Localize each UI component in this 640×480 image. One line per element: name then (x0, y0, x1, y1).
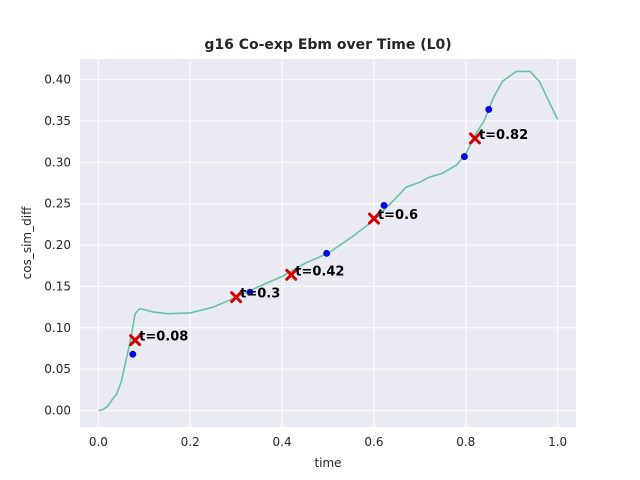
y-tick-label: 0.15 (44, 279, 71, 293)
grid (80, 59, 576, 427)
plot-area (80, 59, 576, 427)
y-tick-label: 0.05 (44, 362, 71, 376)
sample-point (129, 350, 137, 358)
annotation-label: t=0.82 (479, 128, 528, 143)
annotation-label: t=0.6 (378, 208, 418, 223)
y-tick-label: 0.40 (44, 73, 71, 87)
sample-point (460, 153, 468, 161)
annotation-label: t=0.42 (295, 264, 344, 279)
annotation-markers (129, 132, 481, 347)
sample-point (246, 288, 254, 296)
y-axis-label: cos_sim_diff (20, 206, 34, 279)
x-marker-stroke (285, 268, 298, 281)
x-marker (230, 291, 243, 304)
x-tick-label: 0.6 (364, 435, 383, 449)
x-tick-label: 1.0 (548, 435, 567, 449)
series-line (98, 70, 559, 412)
sample-point (485, 105, 493, 113)
sample-point (380, 201, 388, 209)
chart-title: g16 Co-exp Ebm over Time (L0) (204, 37, 451, 53)
x-tick-labels: 0.0 0.2 0.4 0.6 0.8 1.0 (89, 435, 567, 449)
x-marker-stroke (129, 334, 142, 347)
annotation-labels: t=0.08 t=0.3 t=0.42 t=0.6 t=0.82 (139, 128, 528, 345)
x-marker (129, 334, 142, 347)
y-tick-label: 0.10 (44, 321, 71, 335)
annotation-label: t=0.3 (240, 287, 280, 302)
y-tick-labels: 0.00 0.05 0.10 0.15 0.20 0.25 0.30 0.35 0.40 (44, 73, 71, 418)
x-tick-label: 0.8 (456, 435, 475, 449)
sample-points (129, 105, 493, 358)
x-axis-label: time (314, 456, 341, 470)
y-tick-label: 0.25 (44, 197, 71, 211)
x-tick-label: 0.2 (181, 435, 200, 449)
y-tick-label: 0.00 (44, 403, 71, 417)
x-marker (285, 268, 298, 281)
x-marker-stroke (230, 291, 243, 304)
x-tick-label: 0.4 (273, 435, 292, 449)
y-tick-label: 0.35 (44, 114, 71, 128)
x-marker (367, 212, 380, 225)
sample-point (323, 249, 331, 257)
x-tick-label: 0.0 (89, 435, 108, 449)
x-marker-stroke (367, 212, 380, 225)
y-tick-label: 0.30 (44, 155, 71, 169)
annotation-label: t=0.08 (139, 330, 188, 345)
x-marker-stroke (468, 132, 481, 145)
x-marker (468, 132, 481, 145)
y-tick-label: 0.20 (44, 238, 71, 252)
